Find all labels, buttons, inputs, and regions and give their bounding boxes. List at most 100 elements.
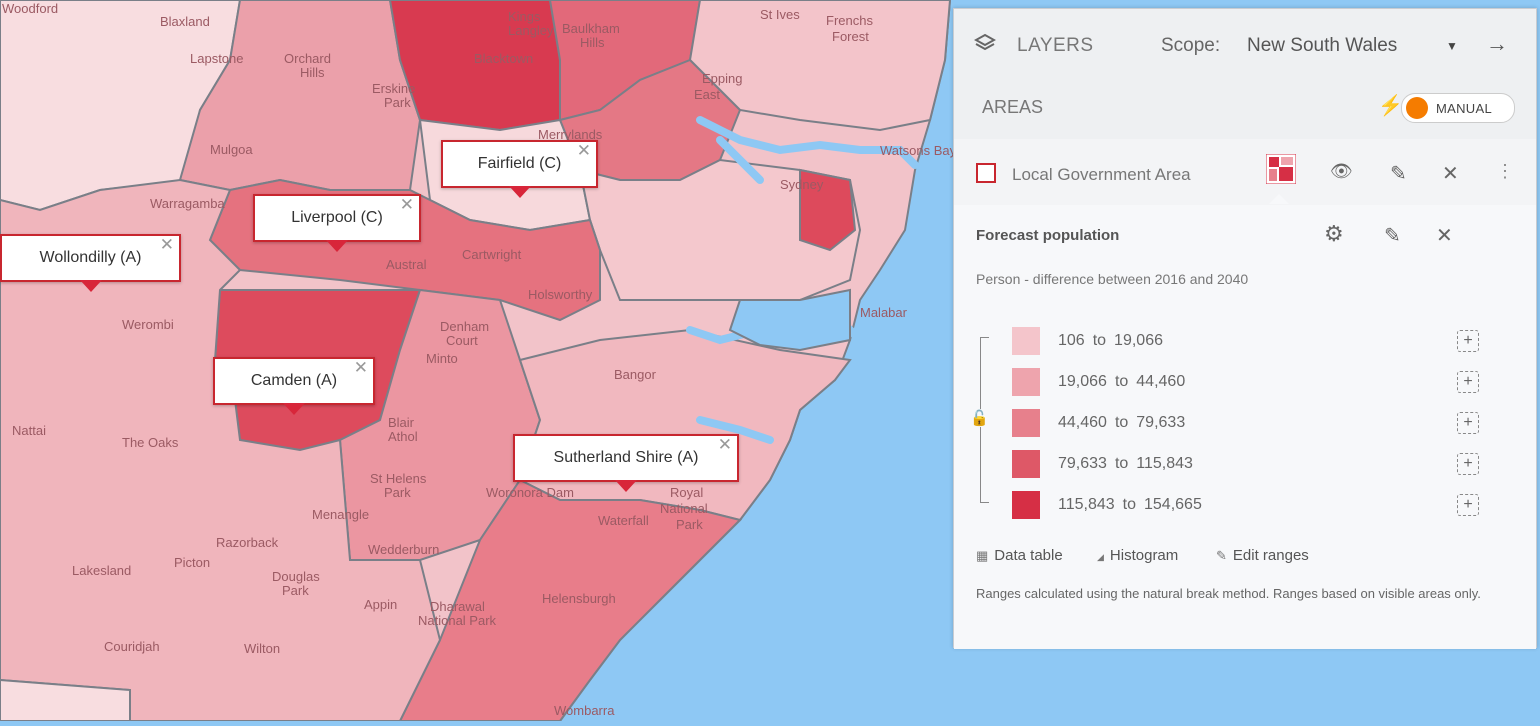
layers-icon xyxy=(974,33,996,51)
close-icon[interactable]: ✕ xyxy=(576,141,591,160)
close-icon[interactable]: ✕ xyxy=(1442,163,1459,185)
place-label: Blaxland xyxy=(160,14,210,29)
data-table-label: Data table xyxy=(994,547,1063,564)
add-range-icon[interactable]: + xyxy=(1457,412,1479,434)
place-label: Helensburgh xyxy=(542,591,616,606)
harbour xyxy=(686,116,919,444)
place-label: Epping xyxy=(702,71,743,86)
legend-swatch[interactable] xyxy=(1012,491,1040,519)
place-label: Werombi xyxy=(122,317,174,332)
place-label: Denham xyxy=(440,319,490,334)
region-sydney-city xyxy=(799,168,857,252)
place-label: Forest xyxy=(832,29,869,44)
legend-swatch[interactable] xyxy=(1012,409,1040,437)
legend-range: 115,843 to 154,665 xyxy=(1058,496,1202,514)
edit-ranges-link[interactable]: ✎ Edit ranges xyxy=(1216,547,1309,564)
pencil-icon: ✎ xyxy=(1216,548,1227,563)
place-label: Athol xyxy=(388,429,418,444)
callout-sutherland[interactable]: Sutherland Shire (A) ✕ xyxy=(513,434,739,492)
callout-camden[interactable]: Camden (A) ✕ xyxy=(213,357,375,415)
place-label: Minto xyxy=(426,351,458,366)
region-inner-city xyxy=(578,158,862,301)
range-from: 115,843 xyxy=(1058,496,1115,513)
histogram-icon: ◢ xyxy=(1097,552,1104,562)
chevron-down-icon[interactable]: ▼ xyxy=(1446,39,1458,53)
close-icon[interactable]: ✕ xyxy=(353,358,368,377)
range-from: 19,066 xyxy=(1058,373,1107,390)
table-icon: ▦ xyxy=(976,548,989,563)
place-label: Wedderburn xyxy=(368,542,440,557)
ranges-note: Ranges calculated using the natural brea… xyxy=(976,586,1481,601)
add-range-icon[interactable]: + xyxy=(1457,330,1479,352)
place-label: Mulgoa xyxy=(210,142,253,157)
range-from: 106 xyxy=(1058,332,1085,349)
pencil-icon[interactable]: ✎ xyxy=(1384,225,1401,247)
scope-select[interactable]: New South Wales xyxy=(1247,35,1398,56)
legend-swatch[interactable] xyxy=(1012,450,1040,478)
data-table-link[interactable]: ▦ Data table xyxy=(976,547,1063,564)
place-label: Park xyxy=(384,95,411,110)
histogram-label: Histogram xyxy=(1109,547,1179,564)
range-from: 79,633 xyxy=(1058,455,1107,472)
choropleth-icon[interactable] xyxy=(1266,154,1296,184)
areas-title: AREAS xyxy=(982,97,1044,117)
place-label: Warragamba xyxy=(150,196,225,211)
place-label: National xyxy=(660,501,708,516)
eye-icon[interactable]: 👁 xyxy=(1330,161,1353,181)
place-label: Bangor xyxy=(614,367,656,382)
place-label: Woodford xyxy=(2,1,59,16)
collapse-arrow-icon[interactable]: → xyxy=(1486,31,1508,56)
place-label: Appin xyxy=(364,597,398,612)
gear-icon[interactable]: ⚙ xyxy=(1324,221,1344,246)
place-label: Baulkham xyxy=(562,21,620,36)
bolt-icon: ⚡ xyxy=(1378,95,1403,117)
region-campbelltown xyxy=(338,288,542,561)
layer-row-lga[interactable]: Local Government Area 👁 ✎ ✕ ⋮ xyxy=(954,139,1536,206)
pencil-icon[interactable]: ✎ xyxy=(1390,163,1407,185)
place-label: National Park xyxy=(418,613,497,628)
range-to: 79,633 xyxy=(1136,414,1186,431)
close-icon[interactable]: ✕ xyxy=(1436,225,1453,247)
place-label: Wilton xyxy=(244,641,281,656)
close-icon[interactable]: ✕ xyxy=(159,235,174,254)
edit-ranges-label: Edit ranges xyxy=(1232,547,1309,564)
place-label: St Ives xyxy=(760,7,800,22)
range-from: 44,460 xyxy=(1058,414,1107,431)
place-label: Hills xyxy=(300,65,325,80)
place-label: Waterfall xyxy=(598,513,649,528)
legend-swatch[interactable] xyxy=(1012,368,1040,396)
range-separator: to xyxy=(1122,496,1136,513)
add-range-icon[interactable]: + xyxy=(1457,453,1479,475)
lock-icon[interactable]: 🔓 xyxy=(970,409,989,427)
callout-wollondilly[interactable]: Wollondilly (A) ✕ xyxy=(0,234,181,292)
add-range-icon[interactable]: + xyxy=(1457,371,1479,393)
callout-label: Liverpool (C) xyxy=(291,209,383,226)
place-label: Park xyxy=(384,485,411,500)
place-label: Blair xyxy=(388,415,415,430)
place-label: Merrylands xyxy=(538,127,603,142)
marker-pointer xyxy=(326,240,348,252)
place-label: Park xyxy=(676,517,703,532)
marker-pointer xyxy=(508,186,531,198)
marker-pointer xyxy=(615,480,637,492)
legend-range: 79,633 to 115,843 xyxy=(1058,455,1193,473)
histogram-link[interactable]: ◢ Histogram xyxy=(1097,547,1178,564)
scope-label: Scope: xyxy=(1161,35,1221,56)
legend-swatch[interactable] xyxy=(1012,327,1040,355)
place-label: The Oaks xyxy=(122,435,179,450)
add-range-icon[interactable]: + xyxy=(1457,494,1479,516)
more-menu-icon[interactable]: ⋮ xyxy=(1496,161,1514,181)
place-label: Langley xyxy=(508,23,554,38)
callout-fairfield[interactable]: Fairfield (C) ✕ xyxy=(441,140,598,198)
layer-checkbox[interactable] xyxy=(976,163,996,183)
toggle-knob xyxy=(1406,97,1428,119)
close-icon[interactable]: ✕ xyxy=(399,195,414,214)
place-label: Menangle xyxy=(312,507,370,522)
close-icon[interactable]: ✕ xyxy=(717,435,732,454)
marker-pointer xyxy=(283,403,305,415)
callout-liverpool[interactable]: Liverpool (C) ✕ xyxy=(253,194,421,252)
place-label: Holsworthy xyxy=(528,287,593,302)
range-to: 115,843 xyxy=(1136,455,1193,472)
place-label: Blacktown xyxy=(474,51,534,66)
manual-toggle[interactable]: MANUAL xyxy=(1401,93,1515,123)
